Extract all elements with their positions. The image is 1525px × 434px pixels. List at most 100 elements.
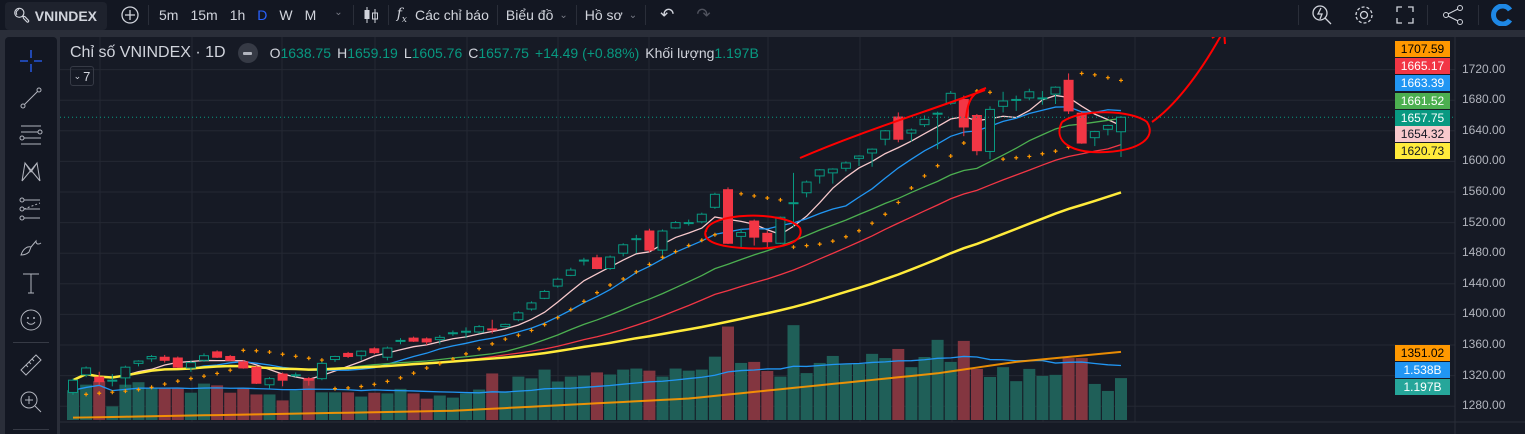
redo-button[interactable]: ↷ <box>688 0 718 30</box>
volume-bar <box>695 369 708 420</box>
volume-bar <box>682 370 695 420</box>
emoji-tool[interactable] <box>15 304 47 336</box>
sar-dot <box>202 374 206 379</box>
sar-dot <box>136 387 141 392</box>
compare-add-button[interactable] <box>112 0 148 30</box>
candle-up <box>1116 116 1126 133</box>
price-chart[interactable] <box>60 37 1525 434</box>
volume-ma-line <box>72 355 1122 394</box>
price-tick: 1320.00 <box>1462 367 1506 382</box>
candle-up <box>985 108 995 152</box>
quick-search-button[interactable] <box>1299 0 1345 30</box>
price-label: 1.538B <box>1395 362 1450 378</box>
indicators-toggle-button[interactable]: ⌄ 7 <box>70 66 94 86</box>
undo-icon: ↶ <box>660 5 675 24</box>
volume-bar <box>512 376 525 420</box>
hide-legend-button[interactable] <box>237 43 258 63</box>
volume-bar <box>761 371 774 420</box>
candle-up <box>500 323 511 328</box>
volume-bar <box>119 384 132 420</box>
chevron-down-icon[interactable]: ⌄ <box>334 7 343 18</box>
sar-dot <box>1001 157 1006 162</box>
candle-up <box>199 355 209 361</box>
sar-dot <box>948 154 953 159</box>
volume-bar <box>643 370 656 420</box>
crosshair-tool[interactable] <box>15 45 47 77</box>
volume-bar <box>630 368 643 420</box>
trend-line-tool[interactable] <box>15 82 47 114</box>
volume-bar <box>1023 368 1036 420</box>
divider <box>1298 5 1299 25</box>
volume-bar <box>1101 390 1114 420</box>
arrow-up-annotation <box>1151 37 1226 123</box>
volume-bar <box>93 381 106 420</box>
volume-value: 1.197B <box>714 45 759 61</box>
candle-style-button[interactable] <box>354 0 388 30</box>
volume-bar <box>525 378 538 420</box>
settings-button[interactable] <box>1345 0 1383 30</box>
volume-bar <box>708 356 721 420</box>
price-label: 1654.32 <box>1395 126 1450 142</box>
volume-bar <box>905 367 918 420</box>
interval-d[interactable]: D <box>257 7 268 23</box>
undo-button[interactable]: ↶ <box>646 0 688 30</box>
indicator-count: 7 <box>83 68 91 84</box>
candle-down <box>421 338 432 343</box>
volume-bar <box>826 355 839 420</box>
trend-arrow-annotation <box>799 87 987 159</box>
share-button[interactable] <box>1428 0 1478 30</box>
brush-tool[interactable] <box>15 230 47 262</box>
candle-up <box>356 350 367 357</box>
chart-menu-button[interactable]: Biểu đồ ⌄ <box>498 0 576 30</box>
candle-down <box>971 115 982 152</box>
pattern-icon <box>21 161 41 182</box>
top-toolbar: 🔍︎ VNINDEX 5m 15m 1h D W M ⌄ fx Các chỉ bá… <box>0 0 1525 31</box>
interval-5m[interactable]: 5m <box>159 7 179 23</box>
volume-bar <box>774 376 787 420</box>
sar-dot <box>922 173 927 178</box>
interval-1h[interactable]: 1h <box>229 7 246 23</box>
horizontal-lines-tool[interactable] <box>15 119 47 151</box>
sar-dot <box>437 361 442 366</box>
candle-up <box>146 355 157 360</box>
symbol-search-button[interactable]: 🔍︎ VNINDEX <box>5 1 108 30</box>
volume-bar <box>1115 378 1127 420</box>
measure-tool[interactable] <box>15 349 47 381</box>
interval-group: 5m 15m 1h D W M ⌄ <box>149 7 353 23</box>
divider <box>148 5 150 25</box>
interval-w[interactable]: W <box>279 7 293 23</box>
volume-bar <box>368 392 381 420</box>
zoom-in-tool[interactable] <box>15 386 47 418</box>
open-label: O <box>269 45 281 61</box>
volume-bar <box>446 397 459 420</box>
candle-up <box>1102 124 1113 130</box>
sar-dot <box>1079 71 1084 76</box>
sar-dot <box>110 390 115 395</box>
lightning-search-icon <box>1312 5 1332 25</box>
divider <box>13 429 49 430</box>
fibonacci-tool[interactable] <box>15 193 47 225</box>
sar-dot <box>1027 154 1032 159</box>
indicators-button[interactable]: fx Các chỉ báo <box>389 0 497 30</box>
sar-dot <box>84 392 89 397</box>
divider <box>352 5 354 25</box>
interval-m[interactable]: M <box>304 7 317 23</box>
sar-dot <box>765 195 770 200</box>
volume-bar <box>211 385 224 420</box>
text-tool[interactable] <box>15 267 47 299</box>
price-tick: 1560.00 <box>1462 184 1506 198</box>
volume-bar <box>984 376 996 420</box>
candle-up <box>631 238 642 241</box>
chevron-down-icon: ⌄ <box>559 9 568 21</box>
profile-menu-button[interactable]: Hồ sơ ⌄ <box>577 0 645 30</box>
oval-annotation <box>704 214 802 250</box>
price-label: 1620.73 <box>1395 143 1450 159</box>
sar-dot <box>961 141 966 146</box>
low-value: 1605.76 <box>411 45 463 61</box>
fullscreen-button[interactable] <box>1383 0 1427 30</box>
pattern-tool[interactable] <box>15 156 47 188</box>
interval-15m[interactable]: 15m <box>190 7 218 23</box>
sar-dot <box>634 269 639 274</box>
